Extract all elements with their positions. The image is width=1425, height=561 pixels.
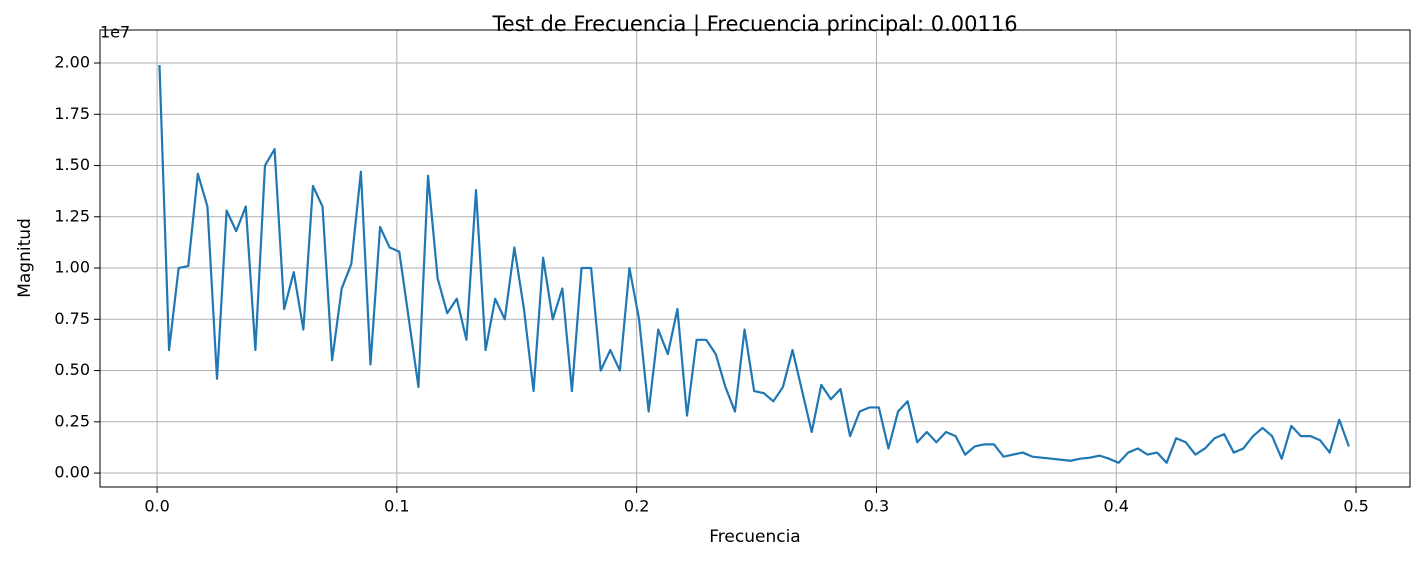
y-tick-label: 0.75 <box>54 309 90 328</box>
y-tick-label: 1.50 <box>54 155 90 174</box>
y-tick-label: 1.00 <box>54 258 90 277</box>
y-tick-label: 1.75 <box>54 104 90 123</box>
y-tick-label: 0.25 <box>54 411 90 430</box>
y-tick-label: 0.50 <box>54 360 90 379</box>
y-axis-label: Magnitud <box>15 218 35 298</box>
data-line <box>158 65 1350 464</box>
y-tick-label: 0.00 <box>54 463 90 482</box>
x-tick-label: 0.3 <box>864 497 889 516</box>
x-tick-label: 0.1 <box>384 497 409 516</box>
x-tick-label: 0.2 <box>624 497 649 516</box>
plot-frame <box>99 29 1411 488</box>
x-tick-label: 0.5 <box>1343 497 1368 516</box>
x-tick-label: 0.4 <box>1104 497 1129 516</box>
y-tick-label: 1.25 <box>54 206 90 225</box>
x-tick-label: 0.0 <box>144 497 169 516</box>
y-tick-label: 2.00 <box>54 53 90 72</box>
chart-title: Test de Frecuencia | Frecuencia principa… <box>491 12 1017 37</box>
x-axis-label: Frecuencia <box>709 527 800 547</box>
y-offset-label: 1e7 <box>100 23 130 42</box>
